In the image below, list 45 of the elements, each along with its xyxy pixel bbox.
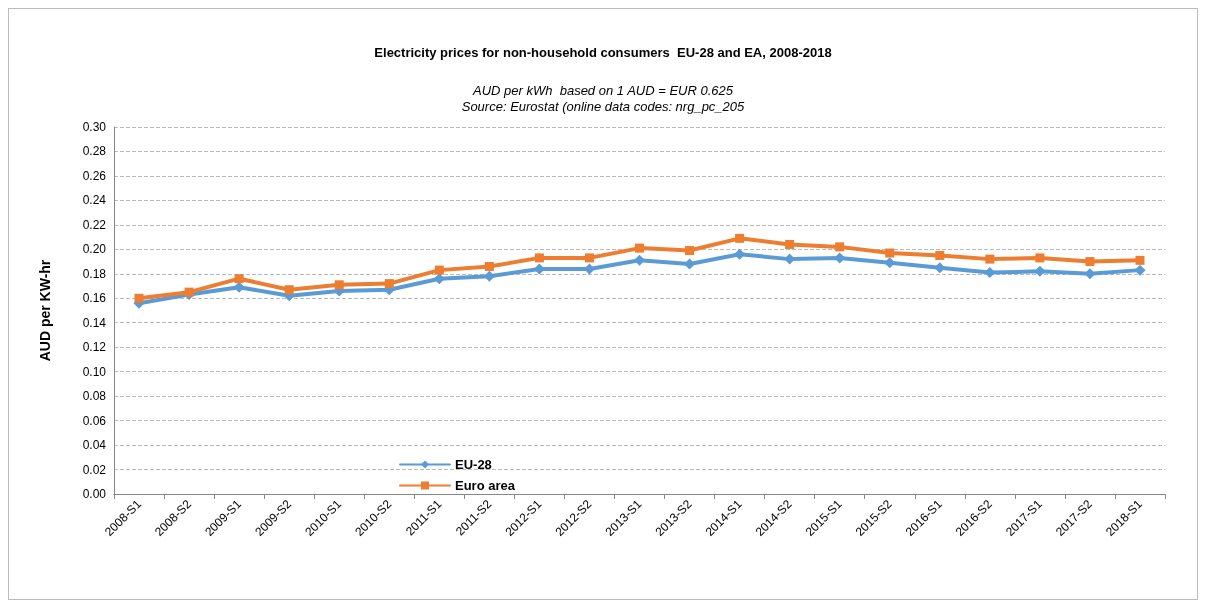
source-note: Source: Eurostat (online data codes: nrg_pc_205: [461, 99, 746, 114]
y-tick-label: 0.06: [82, 413, 107, 428]
y-axis-title: AUD per KW-hr: [37, 259, 53, 362]
y-tick-label: 0.12: [82, 340, 107, 355]
point: [935, 250, 945, 260]
point: [184, 287, 194, 297]
y-tick-label: 0.04: [82, 438, 107, 453]
point: [835, 242, 845, 252]
point: [384, 279, 394, 289]
point: [534, 253, 544, 263]
chart-title: Electricity prices for non-household consumers EU-28 and EA, 2008-2018: [374, 45, 832, 60]
point: [234, 274, 244, 284]
point: [735, 233, 745, 243]
point: [284, 285, 294, 295]
point: [134, 293, 144, 303]
point: [985, 254, 995, 264]
point: [785, 239, 795, 249]
legend-label: Euro area: [455, 478, 516, 493]
point: [584, 253, 594, 263]
y-tick-label: 0.20: [82, 242, 107, 257]
y-tick-label: 0.26: [82, 168, 107, 183]
y-tick-label: 0.10: [82, 364, 107, 379]
point: [433, 273, 445, 285]
point: [484, 261, 494, 271]
y-tick-label: 0.16: [82, 291, 107, 306]
y-tick-label: 0.18: [82, 266, 107, 281]
point: [634, 254, 645, 266]
point: [885, 248, 895, 258]
y-tick-label: 0.00: [82, 487, 107, 501]
point: [1135, 255, 1145, 265]
y-tick-label: 0.14: [82, 315, 107, 330]
y-tick-label: 0.08: [82, 389, 107, 404]
point: [685, 246, 695, 256]
y-tick-label: 0.24: [82, 193, 107, 208]
point: [635, 243, 644, 253]
chart-subtitle: AUD per kWh based on 1 AUD = EUR 0.625: [472, 83, 734, 98]
point: [434, 265, 444, 275]
y-tick-label: 0.30: [82, 120, 107, 134]
y-tick-label: 0.28: [82, 144, 107, 159]
point: [334, 280, 344, 290]
point: [1035, 253, 1045, 263]
point: [1085, 257, 1095, 267]
y-tick-label: 0.02: [82, 462, 107, 477]
legend-label: EU-28: [455, 457, 492, 472]
y-tick-label: 0.22: [82, 217, 107, 232]
